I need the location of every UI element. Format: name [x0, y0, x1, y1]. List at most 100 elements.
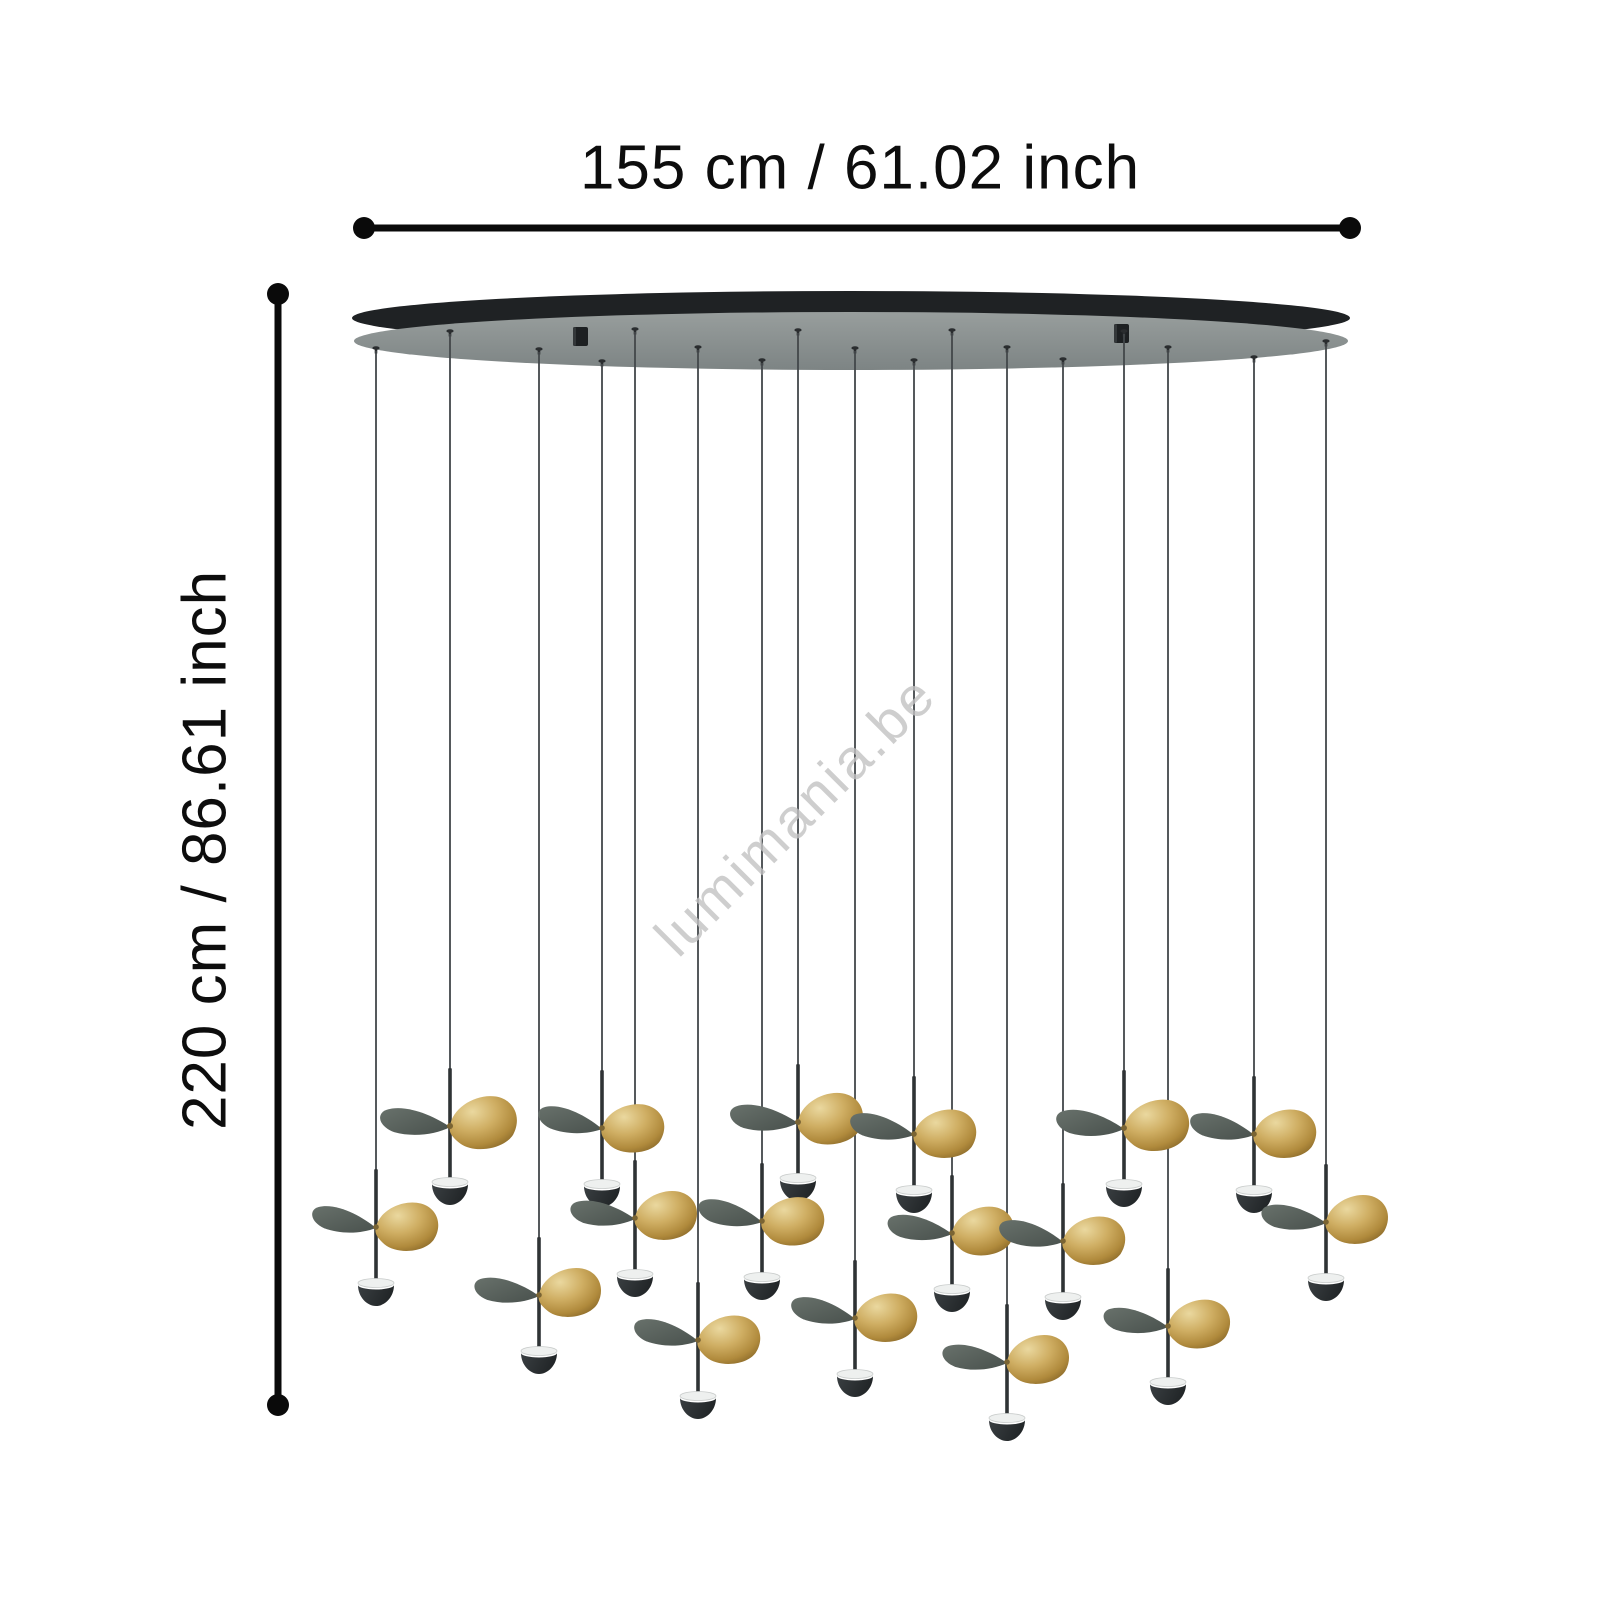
- pendant-cable: [854, 351, 856, 1260]
- bowl-top: [1044, 1292, 1082, 1302]
- pendant-leaf: [538, 1104, 665, 1153]
- bowl-body: [780, 1180, 816, 1201]
- bowl-top: [1307, 1273, 1345, 1283]
- pendant-bowl: [779, 1173, 817, 1201]
- leaf-gold-lobe: [1325, 1194, 1388, 1244]
- leaf-gray-lobe: [1056, 1109, 1125, 1137]
- pendant-cable: [697, 350, 699, 1282]
- leaf-hub: [1004, 1359, 1010, 1365]
- bowl-body: [1308, 1280, 1344, 1301]
- bowl-body: [896, 1192, 932, 1213]
- cable-stud-pin: [760, 360, 764, 366]
- leaf-gray-lobe: [312, 1206, 376, 1233]
- width-dimension-end-dot: [353, 217, 375, 239]
- pendant-leaf: [1103, 1299, 1230, 1349]
- pendant: [942, 1304, 1069, 1441]
- cable-stud-pin: [448, 331, 452, 337]
- leaf-gray-lobe: [730, 1104, 799, 1131]
- leaf-hub: [1121, 1125, 1127, 1131]
- pendant-bowl: [1149, 1377, 1187, 1405]
- pendant-leaf: [999, 1216, 1126, 1265]
- bowl-top: [779, 1173, 817, 1183]
- pendant-leaf: [634, 1315, 761, 1364]
- bowl-top: [431, 1177, 469, 1187]
- pendant: [1056, 1070, 1190, 1207]
- pendant-bowl: [988, 1413, 1026, 1441]
- cable-stud-pin: [537, 349, 541, 355]
- pendant: [791, 1260, 918, 1397]
- leaf-gold-lobe: [697, 1315, 761, 1364]
- pendant: [730, 1064, 863, 1201]
- pendant-cable: [634, 332, 636, 1160]
- cable-stud-pin: [1061, 359, 1065, 365]
- leaf-hub: [695, 1337, 701, 1343]
- pendant-cable: [797, 333, 799, 1064]
- pendant: [1103, 1268, 1230, 1405]
- pendant-cable: [761, 363, 763, 1163]
- leaf-gray-lobe: [1261, 1204, 1327, 1230]
- pendant-leaf: [942, 1334, 1069, 1384]
- pendant-bowl: [520, 1346, 558, 1374]
- pendant-leaf: [850, 1109, 977, 1158]
- leaf-gray-lobe: [474, 1277, 540, 1303]
- pendant-bowl: [1235, 1185, 1273, 1213]
- pendant-cable: [1006, 350, 1008, 1304]
- leaf-gold-lobe: [1006, 1334, 1069, 1384]
- pendant-leaf: [791, 1293, 918, 1342]
- leaf-hub: [1165, 1323, 1171, 1329]
- pendant-cable: [1167, 350, 1169, 1268]
- pendant-cable: [601, 364, 603, 1070]
- leaf-gold-lobe: [1167, 1299, 1230, 1349]
- pendant: [380, 1068, 517, 1205]
- bowl-top: [1235, 1185, 1273, 1195]
- suspension-cables: [375, 332, 1327, 1304]
- leaf-hub: [852, 1315, 858, 1321]
- height-dimension-end-dot: [267, 283, 289, 305]
- pendant-bowl: [679, 1391, 717, 1419]
- pendant-bowl: [836, 1369, 874, 1397]
- pendant-cable: [1253, 360, 1255, 1076]
- bowl-top: [895, 1185, 933, 1195]
- pendant: [1261, 1164, 1388, 1301]
- leaf-hub: [599, 1125, 605, 1131]
- leaf-gold-lobe: [797, 1092, 863, 1145]
- bowl-body: [1150, 1384, 1186, 1405]
- cable-stud-pin: [600, 361, 604, 367]
- cable-stud-pin: [1005, 347, 1009, 353]
- pendant: [698, 1163, 825, 1300]
- pendant-bowl: [895, 1185, 933, 1213]
- leaf-gold-lobe: [1062, 1216, 1126, 1265]
- leaf-hub: [446, 1122, 454, 1130]
- cable-stud-pin: [1324, 341, 1328, 347]
- bowl-body: [1236, 1192, 1272, 1213]
- cable-connector-box: [1114, 324, 1129, 343]
- bowl-top: [988, 1413, 1026, 1423]
- pendant: [570, 1160, 697, 1297]
- bowl-body: [680, 1398, 716, 1419]
- bowl-top: [520, 1346, 558, 1356]
- leaf-gold-lobe: [449, 1096, 517, 1150]
- pendant: [538, 1070, 665, 1207]
- bowl-body: [1045, 1299, 1081, 1320]
- bowl-body: [617, 1276, 653, 1297]
- bowl-top: [933, 1284, 971, 1294]
- leaf-gray-lobe: [634, 1319, 698, 1346]
- pendant-leaf: [1190, 1109, 1317, 1158]
- pendant-cable: [1062, 362, 1064, 1183]
- leaf-hub: [1323, 1219, 1329, 1225]
- leaf-gold-lobe: [601, 1104, 665, 1153]
- pendant-leaf: [380, 1096, 517, 1150]
- cable-stud-pin: [853, 348, 857, 354]
- leaf-hub: [1060, 1238, 1066, 1244]
- pendant-bowl: [1105, 1179, 1143, 1207]
- leaf-hub: [949, 1230, 955, 1236]
- leaf-gold-lobe: [375, 1202, 439, 1251]
- leaf-gold-lobe: [913, 1109, 977, 1158]
- bowl-top: [616, 1269, 654, 1279]
- ceiling-canopy: [352, 291, 1350, 370]
- leaf-gray-lobe: [791, 1297, 855, 1324]
- leaf-gray-lobe: [380, 1108, 451, 1135]
- cable-stud-pin: [1122, 331, 1126, 337]
- bowl-top: [1105, 1179, 1143, 1189]
- canopy-underside: [354, 312, 1348, 370]
